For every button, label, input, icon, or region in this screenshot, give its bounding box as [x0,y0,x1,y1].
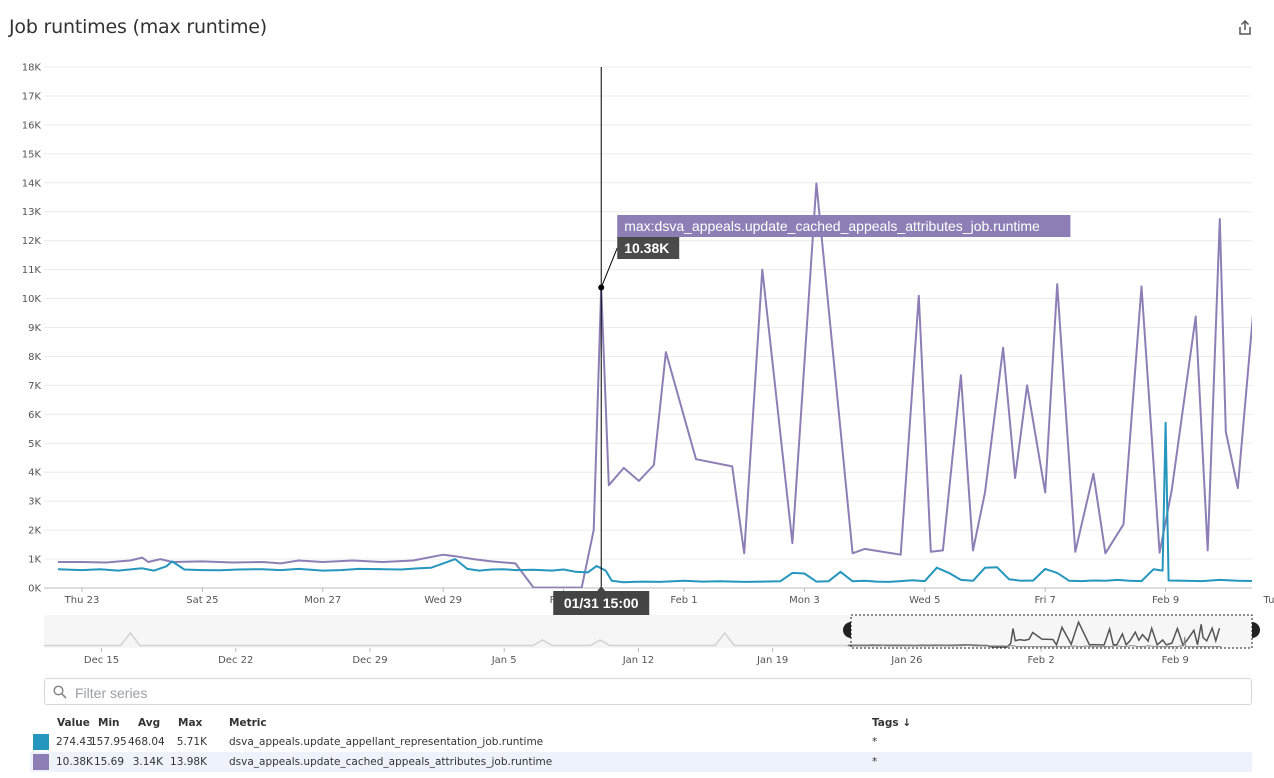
x-tick-label: Wed 5 [909,595,940,606]
y-tick-label: 12K [22,236,42,247]
time-tooltip-box [553,591,650,615]
legend-metric: dsva_appeals.update_appellant_representa… [229,736,544,748]
navigator-tick-label: Jan 12 [622,655,654,666]
legend-min: 157.95 [90,736,127,748]
navigator-tick-label: Feb 9 [1162,655,1189,666]
y-tick-label: 8K [28,352,41,363]
legend-max: 13.98K [170,756,207,768]
legend-avg: 468.04 [128,736,165,748]
navigator-left-handle[interactable] [843,622,851,638]
series-line[interactable] [57,421,1274,584]
legend-tags: * [872,756,878,768]
legend-value: 274.43 [56,736,93,748]
x-tick-label: Mon 3 [789,595,820,606]
filter-series-input[interactable] [73,682,1237,704]
tooltip-leader [600,247,618,288]
series-color-swatch[interactable] [33,754,49,770]
y-tick-label: 4K [28,468,41,479]
x-tick-label: Tue 11 [1262,595,1274,606]
tooltip-value-box [617,237,680,259]
y-tick-label: 16K [22,120,42,131]
legend-min: 15.69 [93,756,124,768]
y-tick-label: 1K [28,555,41,566]
navigator-tick-label: Feb 2 [1027,655,1054,666]
y-tick-label: 14K [22,178,42,189]
x-tick-label: Mon 27 [304,595,341,606]
x-tick-label: Feb 1 [670,595,697,606]
y-tick-label: 10K [22,294,42,305]
x-tick-label: Fri 7 [1034,595,1055,606]
legend-value: 10.38K [56,756,93,768]
x-tick-label: Feb 9 [1152,595,1179,606]
legend-header-max[interactable]: Max [178,717,203,729]
share-icon[interactable] [1235,18,1255,38]
y-tick-label: 17K [22,91,42,102]
legend-row[interactable]: 274.43 157.95 468.04 5.71K dsva_appeals.… [30,732,1252,752]
y-tick-label: 2K [28,526,41,537]
timeseries-chart[interactable]: 0K 1K 2K 3K 4K 5K 6K 7K 8K 9K 10K 11K 12K 13K 14K 15K 16… [0,0,1274,670]
y-tick-label: 3K [28,497,41,508]
y-tick-label: 18K [22,63,42,74]
tooltip-series-box [617,215,1071,237]
navigator-tick-label: Jan 26 [890,655,922,666]
search-icon [53,685,67,699]
series-legend: Value Min Avg Max Metric Tags ↓ 274.43 1… [30,714,1252,772]
y-tick-label: 13K [22,207,42,218]
legend-header-min[interactable]: Min [98,717,120,729]
series-color-swatch[interactable] [33,734,49,750]
y-tick-label: 9K [28,323,41,334]
navigator-tick-label: Dec 29 [352,655,387,666]
legend-header-tags[interactable]: Tags ↓ [872,717,912,729]
legend-header-avg[interactable]: Avg [138,717,161,729]
legend-row[interactable]: 10.38K 15.69 3.14K 13.98K dsva_appeals.u… [30,752,1252,772]
filter-series-box [44,678,1252,705]
tooltip-series-name: max:dsva_appeals.update_cached_appeals_a… [624,218,1040,234]
y-tick-label: 6K [28,410,41,421]
tooltip-value: 10.38K [624,240,669,256]
legend-avg: 3.14K [132,756,163,768]
time-tooltip-label: 01/31 15:00 [564,595,639,611]
y-tick-label: 5K [28,439,41,450]
navigator-history-line [44,631,850,647]
y-tick-label: 0K [28,584,41,595]
legend-header-value[interactable]: Value [57,717,90,729]
navigator-tick-label: Dec 22 [218,655,253,666]
chart-title: Job runtimes (max runtime) [9,16,267,38]
x-tick-label: Thu 23 [64,595,100,606]
legend-header-metric[interactable]: Metric [229,717,267,729]
navigator-tick-label: Jan 5 [491,655,517,666]
time-tooltip-arrow [597,586,606,591]
legend-header: Value Min Avg Max Metric Tags ↓ [30,714,1252,732]
navigator-background [44,615,1252,648]
series-line[interactable] [57,182,1274,588]
legend-tags: * [872,736,878,748]
legend-metric: dsva_appeals.update_cached_appeals_attri… [229,756,553,768]
navigator-tick-label: Dec 15 [84,655,119,666]
navigator-series-line [847,636,1222,648]
y-tick-label: 15K [22,149,42,160]
navigator-tick-label: Jan 19 [756,655,788,666]
x-tick-label: Sat 25 [186,595,218,606]
navigator-right-handle[interactable] [1252,622,1260,638]
y-tick-label: 7K [28,381,41,392]
legend-max: 5.71K [176,736,207,748]
x-tick-label: Wed 29 [424,595,462,606]
series-group [57,182,1274,588]
y-tick-label: 11K [22,265,42,276]
